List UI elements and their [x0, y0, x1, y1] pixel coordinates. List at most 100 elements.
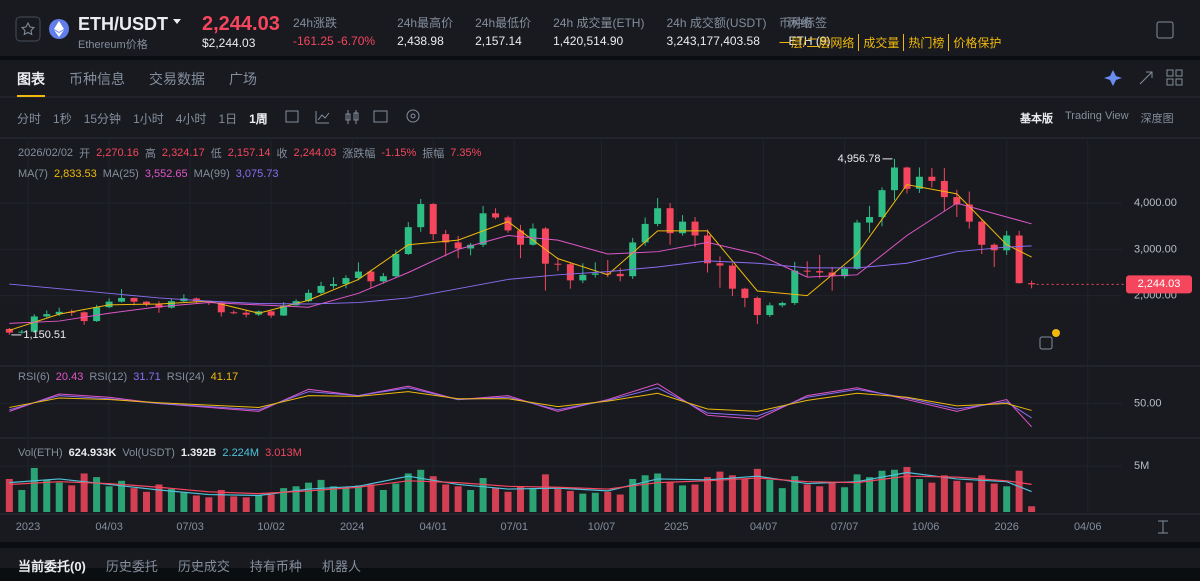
candle-body: [666, 208, 674, 234]
volume-bar: [479, 478, 487, 512]
volume-bar: [1003, 486, 1011, 512]
interval[interactable]: 15分钟: [83, 112, 122, 126]
y-tick-label: 5M: [1134, 460, 1149, 472]
volume-bar: [105, 486, 113, 512]
volume-bar: [5, 478, 13, 512]
symbol: ETH/USDT: [78, 14, 168, 34]
tab[interactable]: 币种信息: [69, 71, 125, 87]
interval[interactable]: 1日: [218, 112, 238, 126]
volume-bar: [155, 484, 163, 512]
candle-body: [280, 305, 288, 316]
volume-bar: [142, 491, 150, 512]
volume-bar: [816, 486, 824, 512]
interval[interactable]: 分时: [17, 112, 42, 126]
candle-body: [55, 311, 63, 315]
tag[interactable]: 成交量: [858, 34, 903, 51]
volume-bar: [492, 488, 500, 512]
stat: 24h 成交量(ETH) 1,420,514.90: [553, 14, 644, 48]
candle-body: [616, 273, 624, 277]
legend-name: RSI(24): [166, 371, 205, 383]
volume-bar: [903, 467, 911, 512]
volume-bar: [616, 494, 624, 512]
tab[interactable]: 广场: [229, 71, 257, 87]
candle-body: [1003, 235, 1011, 251]
volume-bar: [529, 488, 537, 512]
candle-body: [841, 268, 849, 277]
volume-bar: [504, 491, 512, 512]
volume-bar: [1015, 470, 1023, 512]
candle-body: [878, 190, 886, 217]
candle-body: [130, 297, 138, 302]
candle-body: [192, 298, 200, 302]
tag[interactable]: 热门榜: [903, 34, 948, 51]
bottom-tab[interactable]: 历史委托: [105, 559, 158, 574]
ai-icon[interactable]: [1104, 70, 1122, 86]
subtitle[interactable]: Ethereum价格: [78, 39, 148, 51]
volume-bar: [703, 477, 711, 512]
tag[interactable]: 一层/二层网络: [779, 36, 855, 50]
volume-bar: [866, 477, 874, 512]
candle-body: [816, 271, 824, 273]
interval[interactable]: 1小时: [133, 112, 164, 126]
volume-bar: [978, 475, 986, 512]
x-tick-label: 2024: [340, 521, 364, 533]
candle-tool-icon[interactable]: [345, 110, 359, 124]
y-tick-label: 4,000.00: [1134, 197, 1177, 209]
candle-body: [504, 217, 512, 231]
tab[interactable]: 交易数据: [149, 71, 205, 87]
grid-icon[interactable]: [1166, 69, 1174, 77]
tag-list: 一层/二层网络 成交量 热门榜 价格保护: [779, 34, 1005, 51]
legend-value: 2,833.53: [53, 168, 97, 180]
bottom-tab[interactable]: 历史成交: [177, 559, 230, 574]
view[interactable]: 基本版: [1020, 113, 1053, 125]
legend-value: 3,552.65: [144, 168, 188, 180]
template-icon[interactable]: [373, 110, 388, 123]
scale-icon[interactable]: [1158, 520, 1168, 534]
indicator-icon[interactable]: [285, 110, 299, 123]
settings-icon[interactable]: [406, 109, 420, 123]
legend-value: 3,075.73: [235, 168, 279, 180]
candle-body: [392, 254, 400, 277]
interval[interactable]: 4小时: [175, 112, 207, 126]
candle-body: [990, 244, 998, 251]
stat-label: 24h 成交额(USDT): [666, 16, 767, 30]
bottom-tabs: 当前委托(0) 历史委托 历史成交 持有币种 机器人: [18, 556, 381, 581]
legend-key: 开: [79, 148, 91, 160]
volume-bar: [18, 489, 26, 512]
candle-body: [43, 314, 51, 317]
tab[interactable]: 图表: [17, 69, 45, 97]
candle-body: [741, 288, 749, 298]
star-icon: [20, 21, 36, 36]
symbol-dropdown[interactable]: [173, 19, 181, 24]
candle-body: [703, 235, 711, 264]
bottom-tab[interactable]: 机器人: [321, 559, 361, 574]
volume-bar: [130, 488, 138, 512]
candle-body: [716, 263, 724, 266]
bottom-tab[interactable]: 持有币种: [249, 559, 302, 574]
volume-bar: [192, 495, 200, 512]
interval[interactable]: 1周: [249, 112, 268, 126]
tag[interactable]: 价格保护: [948, 34, 1005, 51]
line-tool-icon[interactable]: [315, 111, 330, 124]
volume-bar: [93, 477, 101, 512]
candle-body: [442, 234, 450, 243]
expand-icon[interactable]: [1139, 71, 1153, 85]
favorite-button[interactable]: [15, 16, 41, 42]
candle-body: [654, 208, 662, 224]
candle-body: [142, 301, 150, 305]
view[interactable]: 深度图: [1140, 113, 1174, 125]
interval-dropdown[interactable]: [259, 115, 267, 120]
grid-icon-part: [1166, 78, 1174, 86]
volume-bar: [728, 475, 736, 512]
view[interactable]: Trading View: [1065, 110, 1129, 122]
calendar-icon[interactable]: [1039, 336, 1053, 350]
bottom-tab[interactable]: 当前委托(0): [18, 559, 86, 574]
interval[interactable]: 1秒: [53, 112, 72, 126]
x-tick-label: 10/02: [257, 521, 285, 533]
volume-bar: [255, 495, 263, 512]
stat-value: 2,438.98: [397, 34, 444, 48]
chart: 2023 04/03 07/03 10/02 2024 04/01 07/01 10/07 20…: [0, 0, 1200, 568]
volume-bar: [853, 474, 861, 512]
layout-button[interactable]: [1156, 21, 1174, 39]
